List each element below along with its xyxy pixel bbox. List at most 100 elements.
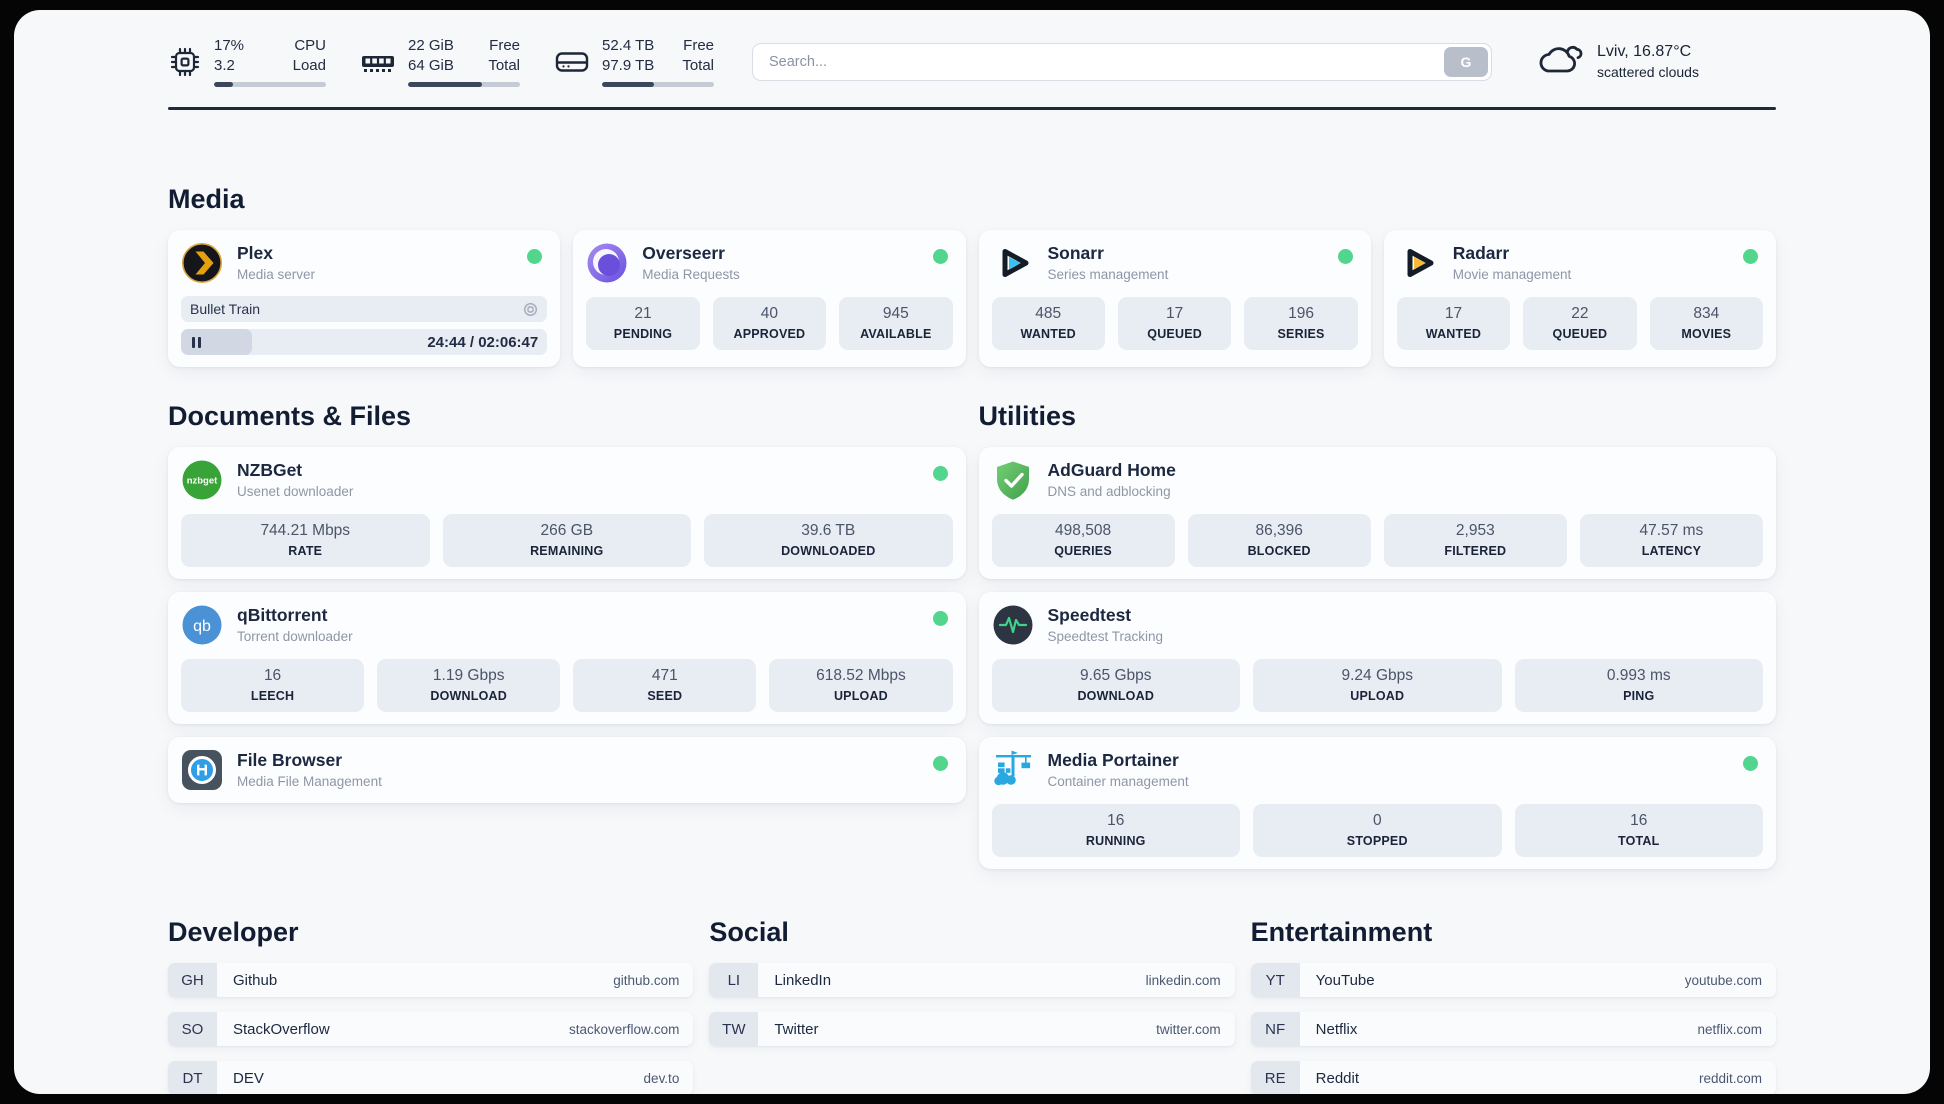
svg-text:qb: qb (193, 618, 211, 635)
app-name: File Browser (237, 750, 343, 770)
bookmark-netflix[interactable]: NF Netflix netflix.com (1250, 1012, 1776, 1046)
stat-tile: 21 PENDING (586, 297, 700, 350)
bookmark-name: LinkedIn (774, 971, 832, 989)
dashboard-page: 17% 3.2 CPU Load (14, 10, 1930, 1094)
bookmark-name: Github (233, 971, 278, 989)
bookmark-reddit[interactable]: RE Reddit reddit.com (1250, 1061, 1776, 1094)
app-name: Media Portainer (1047, 750, 1179, 770)
bookmark-abbr: LI (709, 963, 759, 997)
stat-tile: 1.19 Gbps DOWNLOAD (377, 659, 561, 712)
overseerr-icon (586, 242, 628, 284)
stat-tile: 266 GB REMAINING (442, 514, 691, 567)
stat-tile: 22 QUEUED (1523, 297, 1637, 350)
disk-values: 52.4 TB 97.9 TB (602, 37, 655, 74)
app-card-adguard[interactable]: AdGuard Home DNS and adblocking 498,508 … (978, 447, 1776, 579)
adguard-icon (992, 459, 1034, 501)
playback-time: 24:44 / 02:06:47 (427, 333, 539, 351)
disk-labels: Free Total (682, 37, 714, 74)
app-name: Sonarr (1047, 243, 1104, 263)
stat-tile: 86,396 BLOCKED (1187, 514, 1371, 567)
stat-tile: 16 RUNNING (991, 804, 1240, 857)
section-entertainment: Entertainment YT YouTube youtube.com NF … (1250, 917, 1776, 1094)
top-bar: 17% 3.2 CPU Load (168, 36, 1776, 87)
stat-tile: 9.24 Gbps UPLOAD (1253, 659, 1502, 712)
bookmark-url: twitter.com (1156, 1021, 1221, 1037)
bookmark-name: YouTube (1315, 971, 1375, 989)
app-card-filebrowser[interactable]: File Browser Media File Management (168, 737, 966, 803)
app-card-qbittorrent[interactable]: qb qBittorrent Torrent downloader (168, 592, 966, 724)
app-name: AdGuard Home (1047, 460, 1176, 480)
search-input[interactable] (752, 42, 1492, 81)
cpu-labels: CPU Load (292, 37, 326, 74)
bookmark-youtube[interactable]: YT YouTube youtube.com (1250, 963, 1776, 997)
memory-stat: 22 GiB 64 GiB Free Total (360, 36, 520, 87)
bookmark-url: github.com (613, 972, 680, 988)
status-online-dot (932, 611, 948, 626)
app-name: Speedtest (1047, 605, 1132, 625)
bookmark-url: dev.to (643, 1070, 680, 1086)
app-card-portainer[interactable]: Media Portainer Container management 16 … (978, 737, 1776, 869)
stat-tile: 744.21 Mbps RATE (181, 514, 430, 567)
search-engine-button[interactable]: G (1444, 46, 1488, 77)
stat-tile: 196 SERIES (1244, 297, 1358, 350)
memory-values: 22 GiB 64 GiB (408, 37, 454, 74)
bookmark-linkedin[interactable]: LI LinkedIn linkedin.com (709, 963, 1235, 997)
stat-tile: 47.57 ms LATENCY (1579, 514, 1763, 567)
app-description: DNS and adblocking (1047, 484, 1171, 499)
app-card-overseerr[interactable]: Overseerr Media Requests 21 PENDING 40 A… (573, 230, 966, 367)
stat-tile: 618.52 Mbps UPLOAD (769, 659, 953, 712)
session-info-icon[interactable] (523, 302, 538, 317)
app-card-sonarr[interactable]: Sonarr Series management 485 WANTED 17 Q… (978, 230, 1371, 367)
pause-icon (192, 336, 201, 348)
stat-tile: 9.65 Gbps DOWNLOAD (991, 659, 1240, 712)
bookmark-github[interactable]: GH Github github.com (168, 963, 694, 997)
bookmark-name: StackOverflow (233, 1020, 330, 1038)
bookmark-url: stackoverflow.com (569, 1021, 680, 1037)
now-playing-row: Bullet Train (181, 296, 548, 322)
stat-tile: 17 WANTED (1396, 297, 1511, 350)
stat-tile: 485 WANTED (991, 297, 1105, 350)
app-description: Series management (1047, 267, 1169, 282)
app-description: Usenet downloader (237, 484, 354, 499)
speedtest-icon (992, 604, 1034, 646)
app-card-speedtest[interactable]: Speedtest Speedtest Tracking 9.65 Gbps D… (978, 592, 1776, 724)
cloud-icon (1536, 40, 1584, 83)
topbar-divider (168, 107, 1776, 110)
app-card-radarr[interactable]: Radarr Movie management 17 WANTED 22 QUE… (1383, 230, 1776, 367)
status-online-dot (932, 249, 948, 264)
status-online-dot (1337, 249, 1353, 264)
section-social: Social LI LinkedIn linkedin.com TW Twitt… (709, 917, 1235, 1094)
disk-progress-bar (602, 82, 714, 87)
app-description: Media Requests (642, 267, 740, 282)
status-online-dot (932, 756, 948, 771)
entertainment-section-title: Entertainment (1250, 917, 1433, 947)
bookmark-abbr: NF (1250, 1012, 1300, 1046)
cpu-progress-bar (214, 82, 326, 87)
bookmark-dev[interactable]: DT DEV dev.to (168, 1061, 694, 1094)
status-online-dot (932, 466, 948, 481)
app-name: Plex (237, 243, 273, 263)
utilities-section-title: Utilities (978, 401, 1077, 431)
bookmark-stackoverflow[interactable]: SO StackOverflow stackoverflow.com (168, 1012, 694, 1046)
stat-tile: 834 MOVIES (1649, 297, 1764, 350)
app-description: Movie management (1452, 267, 1572, 282)
stat-tile: 16 LEECH (181, 659, 365, 712)
bookmark-url: netflix.com (1697, 1021, 1762, 1037)
bookmark-name: Reddit (1315, 1069, 1360, 1087)
memory-labels: Free Total (488, 37, 520, 74)
app-card-nzbget[interactable]: nzbget NZBGet Usenet downloader 74 (168, 447, 966, 579)
bookmark-twitter[interactable]: TW Twitter twitter.com (709, 1012, 1235, 1046)
stat-tile: 2,953 FILTERED (1383, 514, 1567, 567)
app-card-plex[interactable]: Plex Media server Bullet Train (168, 230, 561, 367)
bookmark-abbr: YT (1250, 963, 1300, 997)
status-online-dot (1743, 249, 1758, 264)
app-description: Speedtest Tracking (1047, 629, 1164, 644)
bookmark-name: Twitter (774, 1020, 819, 1038)
bookmark-url: reddit.com (1698, 1070, 1762, 1086)
filebrowser-icon (181, 749, 223, 791)
bookmark-abbr: GH (168, 963, 217, 997)
qbittorrent-icon: qb (181, 604, 223, 646)
weather-condition: scattered clouds (1597, 63, 1699, 80)
now-playing-title: Bullet Train (190, 301, 261, 317)
disk-stat: 52.4 TB 97.9 TB Free Total (554, 36, 714, 87)
